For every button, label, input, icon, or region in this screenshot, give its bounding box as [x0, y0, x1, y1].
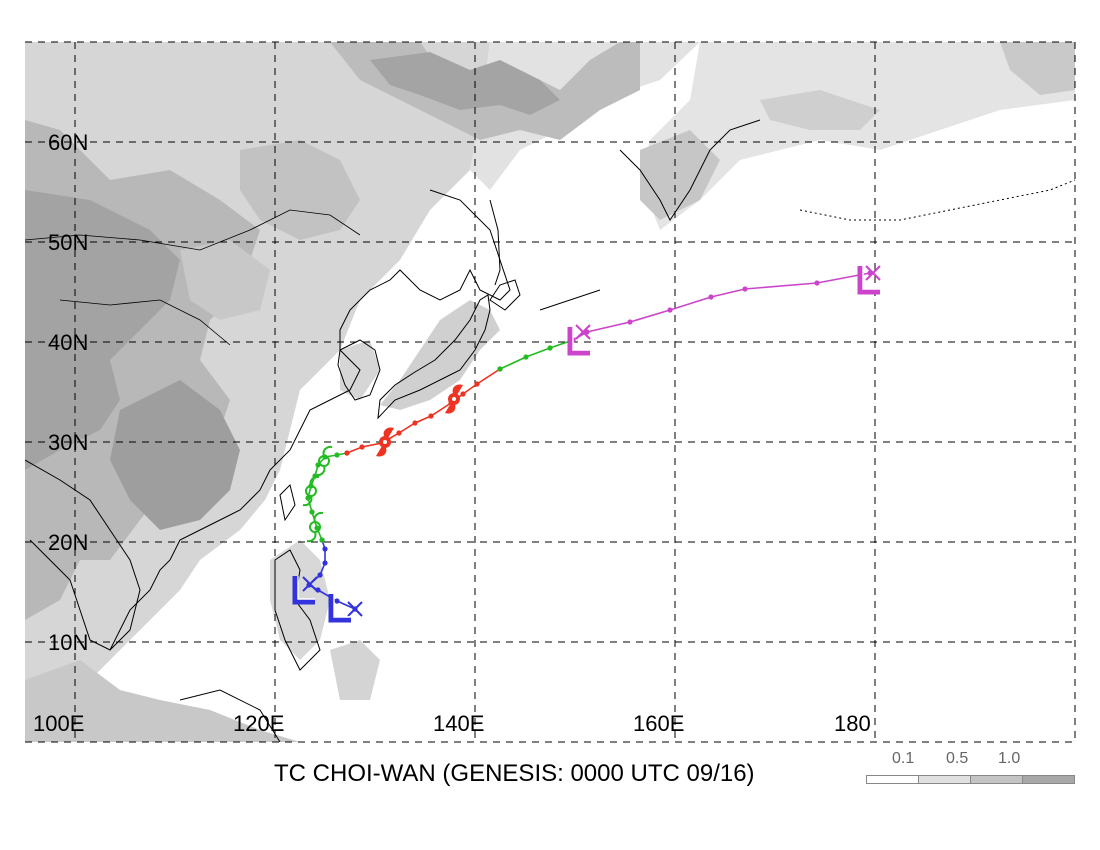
- track-point: [319, 537, 325, 543]
- track-point: [428, 413, 434, 419]
- tropical-storm-icon: [302, 475, 320, 507]
- legend-swatch-3: [1022, 775, 1075, 784]
- track-point: [497, 366, 503, 372]
- track-segment-tropical: [499, 339, 574, 370]
- legend-tick-1: 0.5: [946, 750, 969, 767]
- track-point: [547, 345, 553, 351]
- track-point: [708, 294, 714, 300]
- lon-label-140e: 140E: [433, 711, 484, 736]
- lat-label-10n: 10N: [48, 630, 88, 655]
- lat-label-50n: 50N: [48, 230, 88, 255]
- lon-label-120e: 120E: [233, 711, 284, 736]
- lon-label-180: 180: [834, 711, 871, 736]
- track-point: [396, 430, 402, 436]
- x-marker-icon: [865, 265, 881, 281]
- track-point: [344, 450, 350, 456]
- storm-markers: [292, 265, 881, 623]
- typhoon-icon: [445, 384, 463, 414]
- track-point: [474, 381, 480, 387]
- tropical-storm-icon: [306, 511, 324, 543]
- track-point: [322, 560, 328, 566]
- typhoon-icon: [376, 427, 394, 457]
- track-point: [315, 587, 321, 593]
- x-marker-icon: [302, 576, 318, 592]
- legend-tick-0: 0.1: [892, 750, 915, 767]
- track-point: [412, 420, 418, 426]
- track-point: [667, 307, 673, 313]
- track-segment-extratropical: [572, 272, 871, 341]
- track-point: [334, 452, 340, 458]
- low-pressure-l-icon: [292, 576, 315, 605]
- legend-tick-2: 1.0: [998, 750, 1021, 767]
- lon-label-160e: 160E: [633, 711, 684, 736]
- x-marker-icon: [575, 324, 591, 340]
- track-point: [814, 280, 820, 286]
- tropical-storm-icon: [315, 445, 333, 477]
- legend-swatch-0: [866, 775, 919, 784]
- graticule: [25, 41, 1076, 743]
- lon-label-100e: 100E: [33, 711, 84, 736]
- coastline-layer: [25, 119, 1075, 742]
- latitude-labels: 10N 20N 30N 40N 50N 60N: [48, 130, 88, 655]
- track-point: [317, 572, 323, 578]
- track-point: [309, 509, 315, 515]
- legend-swatch-1: [918, 775, 971, 784]
- shaded-field-layer: [25, 42, 1075, 742]
- track-point: [460, 391, 466, 397]
- lat-label-20n: 20N: [48, 530, 88, 555]
- longitude-labels: 100E 120E 140E 160E 180: [33, 711, 871, 736]
- low-pressure-l-icon: [567, 327, 590, 356]
- low-pressure-l-icon: [857, 266, 880, 295]
- track-point: [322, 546, 328, 552]
- track-point: [314, 525, 320, 531]
- lat-label-60n: 60N: [48, 130, 88, 155]
- legend-swatch-2: [970, 775, 1023, 784]
- shading-legend: 0.1 0.5 1.0: [866, 750, 1076, 790]
- track-point: [334, 598, 340, 604]
- track-point: [523, 354, 529, 360]
- lat-label-30n: 30N: [48, 430, 88, 455]
- track-point: [359, 444, 365, 450]
- low-pressure-l-icon: [328, 594, 351, 623]
- track-segment-typhoon: [346, 368, 501, 454]
- track-point: [627, 319, 633, 325]
- lat-label-40n: 40N: [48, 330, 88, 355]
- map-title: TC CHOI-WAN (GENESIS: 0000 UTC 09/16): [274, 760, 755, 787]
- x-marker-icon: [347, 601, 363, 617]
- track-point: [742, 286, 748, 292]
